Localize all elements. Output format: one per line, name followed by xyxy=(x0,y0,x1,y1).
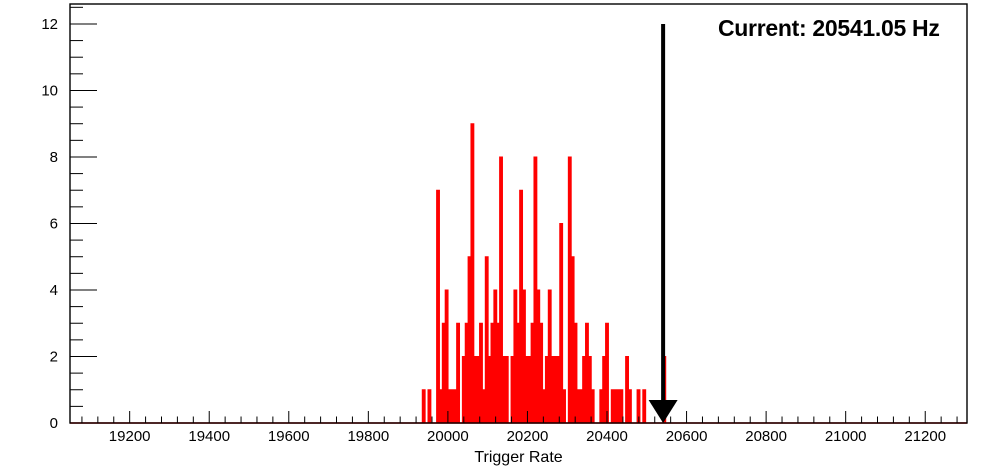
svg-text:4: 4 xyxy=(50,282,58,299)
svg-text:20800: 20800 xyxy=(745,428,787,445)
svg-text:20000: 20000 xyxy=(427,428,469,445)
svg-text:20600: 20600 xyxy=(666,428,708,445)
svg-text:19400: 19400 xyxy=(188,428,230,445)
svg-text:2: 2 xyxy=(50,348,58,365)
svg-text:6: 6 xyxy=(50,215,58,232)
svg-text:19600: 19600 xyxy=(268,428,310,445)
svg-text:19800: 19800 xyxy=(347,428,389,445)
svg-text:8: 8 xyxy=(50,149,58,166)
svg-text:21000: 21000 xyxy=(825,428,867,445)
svg-text:20200: 20200 xyxy=(507,428,549,445)
svg-text:0: 0 xyxy=(50,415,58,432)
svg-text:20400: 20400 xyxy=(586,428,628,445)
svg-text:12: 12 xyxy=(41,16,58,33)
svg-text:Trigger Rate: Trigger Rate xyxy=(474,449,562,466)
svg-text:10: 10 xyxy=(41,82,58,99)
svg-text:19200: 19200 xyxy=(109,428,151,445)
svg-text:Current: 20541.05 Hz: Current: 20541.05 Hz xyxy=(718,15,940,41)
svg-text:21200: 21200 xyxy=(904,428,946,445)
